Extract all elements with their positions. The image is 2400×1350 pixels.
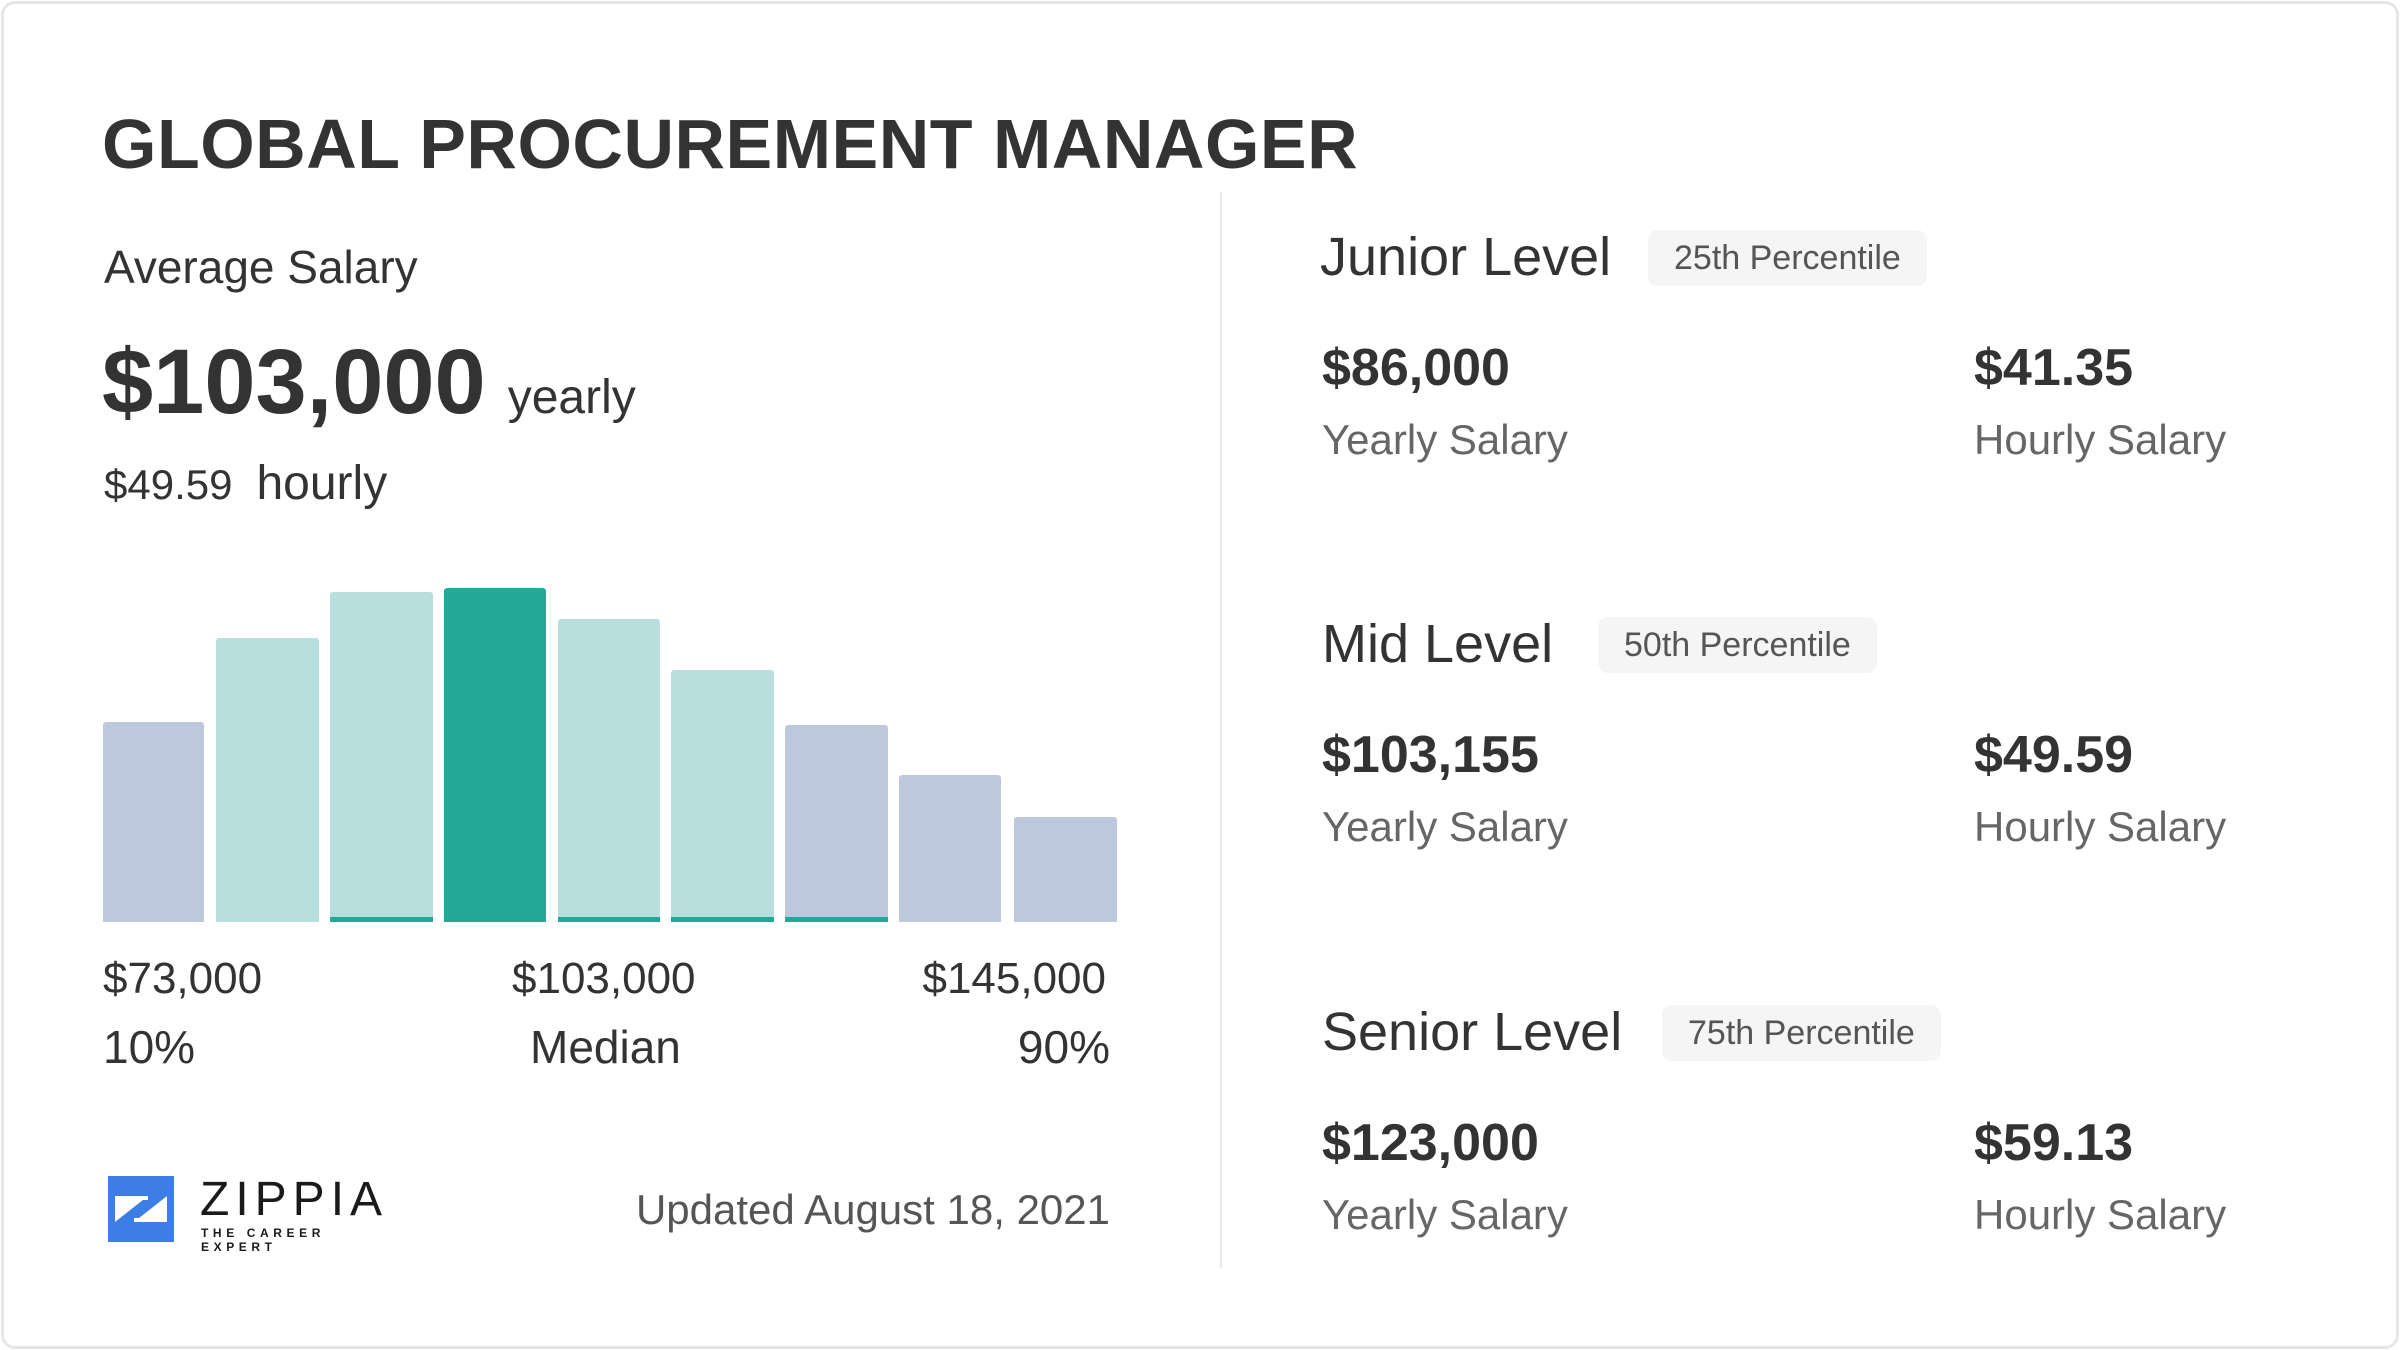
histogram-bar bbox=[1014, 817, 1117, 922]
logo-tagline: THE CAREER EXPERT bbox=[201, 1226, 326, 1254]
average-yearly: $103,000 yearly bbox=[102, 330, 636, 435]
average-hourly: $49.59 hourly bbox=[104, 456, 387, 511]
zippia-z-icon bbox=[108, 1176, 174, 1242]
zippia-logo[interactable]: ZIPPIA THE CAREER EXPERT bbox=[108, 1173, 382, 1254]
histogram-bar bbox=[330, 592, 433, 922]
senior-percentile-badge: 75th Percentile bbox=[1662, 1005, 1941, 1061]
mid-percentile-badge: 50th Percentile bbox=[1598, 617, 1877, 673]
histogram-bar bbox=[899, 775, 1001, 922]
senior-level-title: Senior Level bbox=[1322, 1002, 1623, 1062]
bar-stripe bbox=[330, 917, 433, 922]
axis-label-p10: 10% bbox=[103, 1021, 196, 1073]
mid-hourly-label: Hourly Salary bbox=[1974, 803, 2227, 850]
junior-hourly-value: $41.35 bbox=[1974, 339, 2134, 397]
average-yearly-value: $103,000 bbox=[102, 331, 486, 433]
bar-stripe bbox=[558, 917, 660, 922]
axis-label-p90: 90% bbox=[1017, 1021, 1110, 1073]
bar-stripe bbox=[785, 917, 888, 922]
axis-label-median: Median bbox=[530, 1021, 681, 1073]
histogram-bar bbox=[558, 619, 660, 922]
column-divider bbox=[1220, 192, 1222, 1268]
average-hourly-value: $49.59 bbox=[104, 461, 233, 508]
bar-stripe bbox=[671, 917, 774, 922]
junior-level-title: Junior Level bbox=[1320, 227, 1612, 287]
histogram-bar bbox=[671, 670, 774, 922]
histogram-bar-median bbox=[444, 588, 546, 922]
logo-wordmark: ZIPPIA bbox=[200, 1173, 389, 1226]
axis-label-p90-value: $145,000 bbox=[922, 954, 1106, 1003]
average-salary-label: Average Salary bbox=[104, 241, 418, 293]
mid-yearly-label: Yearly Salary bbox=[1322, 803, 1568, 850]
junior-yearly-value: $86,000 bbox=[1322, 339, 1510, 397]
salary-histogram bbox=[103, 564, 1117, 922]
senior-yearly-label: Yearly Salary bbox=[1322, 1191, 1568, 1238]
axis-label-median-value: $103,000 bbox=[512, 954, 696, 1003]
mid-hourly-value: $49.59 bbox=[1974, 726, 2134, 784]
senior-yearly-value: $123,000 bbox=[1322, 1114, 1539, 1172]
page-title: GLOBAL PROCUREMENT MANAGER bbox=[102, 105, 1359, 183]
histogram-bar bbox=[785, 725, 888, 922]
junior-hourly-label: Hourly Salary bbox=[1974, 416, 2227, 463]
average-hourly-unit: hourly bbox=[256, 457, 388, 510]
mid-level-title: Mid Level bbox=[1322, 614, 1554, 674]
senior-hourly-value: $59.13 bbox=[1974, 1114, 2134, 1172]
axis-label-p10-value: $73,000 bbox=[103, 954, 263, 1003]
senior-hourly-label: Hourly Salary bbox=[1974, 1191, 2227, 1238]
average-yearly-unit: yearly bbox=[507, 371, 636, 424]
junior-yearly-label: Yearly Salary bbox=[1322, 416, 1568, 463]
histogram-bar bbox=[216, 638, 319, 922]
updated-date: Updated August 18, 2021 bbox=[635, 1186, 1110, 1233]
junior-percentile-badge: 25th Percentile bbox=[1648, 230, 1927, 286]
mid-yearly-value: $103,155 bbox=[1322, 726, 1539, 784]
histogram-bar bbox=[103, 722, 204, 922]
